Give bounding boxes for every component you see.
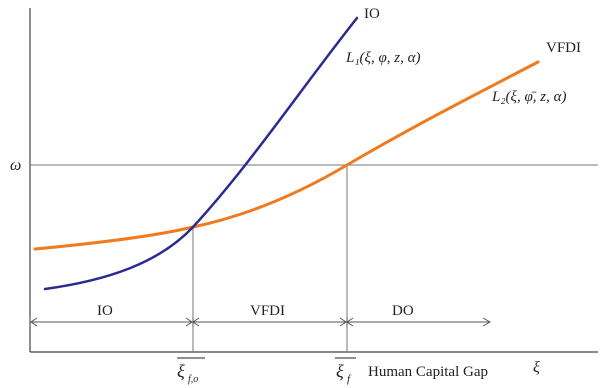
- xi-f-o-label: ξ f,o: [177, 357, 205, 385]
- svg-text:f: f: [347, 373, 352, 385]
- x-axis-label: Human Capital Gap: [368, 364, 488, 380]
- l1-io-curve: [43, 16, 359, 291]
- l2-vfdi-curve: [33, 60, 540, 251]
- xi-f-label: ξ f: [335, 357, 356, 385]
- x-axis-symbol: ξ: [533, 359, 540, 376]
- region-do-label: DO: [392, 303, 414, 319]
- region-io-label: IO: [97, 303, 113, 319]
- svg-text:f,o: f,o: [188, 374, 198, 385]
- vfdi-curve-label: VFDI: [546, 40, 581, 56]
- svg-text:ξ: ξ: [336, 361, 344, 381]
- omega-label: ω: [10, 157, 21, 174]
- region-vfdi-label: VFDI: [250, 303, 285, 319]
- io-curve-label: IO: [364, 6, 380, 22]
- l2-expression: L₂(ξ, φ̄, z, α): [491, 89, 566, 105]
- l1-expression: L₁(ξ, φ, z, α): [345, 50, 420, 66]
- svg-text:ξ: ξ: [177, 361, 185, 381]
- region-axis: [29, 317, 492, 327]
